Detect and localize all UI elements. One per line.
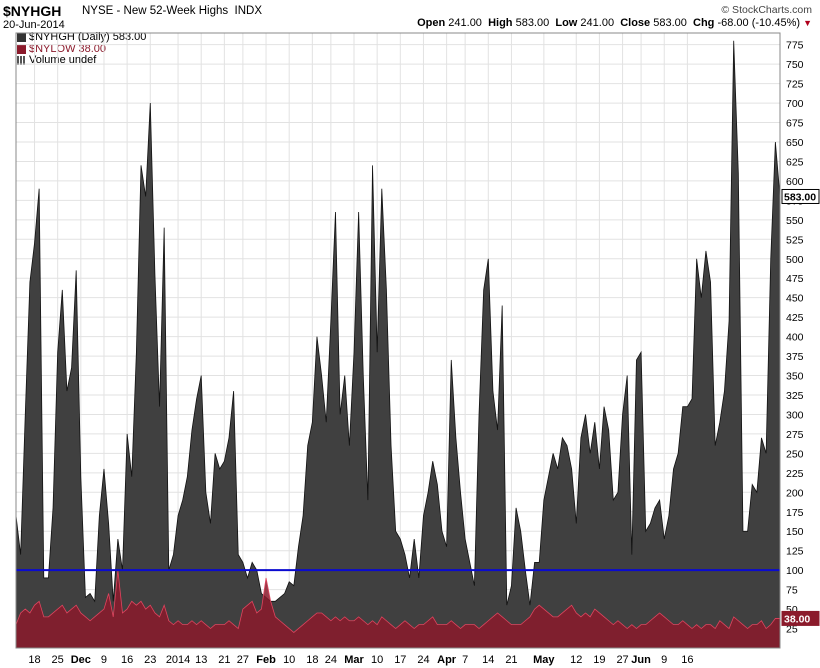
y-tick-label: 475	[786, 273, 804, 285]
y-tick-label: 400	[786, 332, 804, 344]
close-label: Close	[620, 17, 651, 29]
y-tick-label: 175	[786, 507, 804, 519]
area-swatch-icon	[17, 44, 26, 54]
chg-value: -68.00 (-10.45%)	[717, 17, 801, 29]
open-label: Open	[417, 17, 446, 29]
legend-label: Volume undef	[29, 54, 97, 66]
y-tick-label: 425	[786, 312, 804, 324]
x-tick-label: 18	[306, 654, 318, 666]
ticker-symbol: $NYHGH	[3, 3, 62, 19]
legend-label: $NYHGH (Daily) 583.00	[29, 31, 147, 43]
series-area-nyhgh	[15, 40, 781, 649]
x-tick-label: 9	[661, 654, 667, 666]
low-value: 241.00	[580, 17, 615, 29]
x-tick-label: 21	[218, 654, 230, 666]
value-badge-label: 583.00	[784, 191, 816, 203]
y-tick-label: 375	[786, 351, 804, 363]
y-tick-label: 650	[786, 137, 804, 149]
value-badge-label: 38.00	[784, 613, 810, 625]
x-tick-label: 24	[325, 654, 337, 666]
y-tick-label: 150	[786, 526, 804, 538]
x-tick-label: Mar	[344, 654, 364, 666]
y-tick-label: 500	[786, 254, 804, 266]
x-tick-label: May	[533, 654, 555, 666]
x-tick-label: Jun	[631, 654, 651, 666]
last-value-badges: 583.00 38.00	[781, 188, 820, 626]
value-badge-bg	[781, 610, 820, 626]
x-tick-label: 17	[394, 654, 406, 666]
y-tick-label: 775	[786, 40, 804, 52]
open-value: 241.00	[448, 17, 482, 29]
x-tick-label: 12	[570, 654, 582, 666]
y-tick-label: 600	[786, 176, 804, 188]
y-tick-label: 625	[786, 156, 804, 168]
legend-item-volume: Volume undef	[17, 54, 146, 67]
y-tick-label: 450	[786, 293, 804, 305]
x-tick-label: 25	[52, 654, 64, 666]
y-tick-label: 350	[786, 371, 804, 383]
x-tick-label: 19	[593, 654, 605, 666]
chart-header: $NYHGH NYSE - New 52-Week Highs INDX 20-…	[0, 0, 820, 34]
x-tick-label: 14	[482, 654, 494, 666]
x-tick-label: 10	[283, 654, 295, 666]
low-label: Low	[555, 17, 578, 29]
high-value: 583.00	[515, 17, 550, 29]
y-tick-label: 525	[786, 234, 804, 246]
y-tick-label: 125	[786, 546, 804, 558]
y-tick-label: 750	[786, 59, 804, 71]
series-area-nylow	[15, 570, 781, 649]
y-tick-label: 550	[786, 215, 804, 227]
credit-text[interactable]: © StockCharts.com	[721, 4, 812, 16]
x-tick-label: 27	[616, 654, 628, 666]
index-tag: INDX	[234, 5, 263, 17]
area-swatch-icon	[17, 33, 26, 43]
volume-bars-icon	[17, 56, 26, 66]
y-tick-label: 100	[786, 565, 804, 577]
y-tick-label: 300	[786, 409, 804, 421]
x-axis: 18 25 Dec 9 16 23 2014 13 21 27 Feb 10 18 24 Mar 10 17 24…	[28, 654, 693, 666]
value-badge-bg	[781, 188, 820, 204]
description-text: NYSE - New 52-Week Highs	[82, 5, 229, 17]
x-tick-label: 9	[101, 654, 107, 666]
y-tick-label: 200	[786, 487, 804, 499]
legend-item-nyhgh: $NYHGH (Daily) 583.00	[17, 31, 147, 44]
y-tick-label: 725	[786, 79, 804, 91]
legend-item-nylow: $NYLOW 38.00	[17, 42, 146, 56]
x-tick-label: 7	[462, 654, 468, 666]
chart-description: NYSE - New 52-Week Highs INDX	[82, 5, 262, 17]
down-triangle-icon: ▼	[803, 18, 812, 28]
y-tick-label: 50	[786, 604, 798, 616]
y-tick-label: 25	[786, 624, 798, 636]
x-tick-label: 18	[28, 654, 40, 666]
x-tick-label: 2014	[166, 654, 190, 666]
y-tick-label: 675	[786, 118, 804, 130]
legend-label: $NYLOW 38.00	[29, 42, 107, 55]
x-tick-label: 24	[417, 654, 429, 666]
x-tick-label: 27	[237, 654, 249, 666]
plot-frame	[15, 32, 781, 649]
y-tick-label: 75	[786, 585, 798, 597]
x-tick-label: 16	[681, 654, 693, 666]
close-value: 583.00	[653, 17, 687, 29]
x-tick-label: Dec	[71, 654, 91, 666]
x-tick-label: 10	[371, 654, 383, 666]
ohlc-readout: Open 241.00 High 583.00 Low 241.00 Close…	[417, 17, 812, 29]
y-tick-label: 275	[786, 429, 804, 441]
high-label: High	[488, 17, 513, 29]
y-tick-label: 700	[786, 98, 804, 110]
x-tick-label: 23	[144, 654, 156, 666]
x-tick-label: Feb	[256, 654, 276, 666]
y-tick-label: 250	[786, 448, 804, 460]
chg-label: Chg	[693, 17, 715, 29]
chart-date: 20-Jun-2014	[3, 19, 65, 31]
x-tick-label: 21	[505, 654, 517, 666]
y-tick-label: 325	[786, 390, 804, 402]
y-tick-label: 225	[786, 468, 804, 480]
x-tick-label: 13	[195, 654, 207, 666]
x-tick-label: Apr	[437, 654, 457, 666]
x-tick-label: 16	[121, 654, 133, 666]
y-axis: 25 50 75 100 125 150 175 200 225 250 275 300 325 350 3…	[786, 40, 804, 636]
chart-legend: $NYHGH (Daily) 583.00 $NYLOW 38.00 Volum…	[17, 31, 147, 67]
